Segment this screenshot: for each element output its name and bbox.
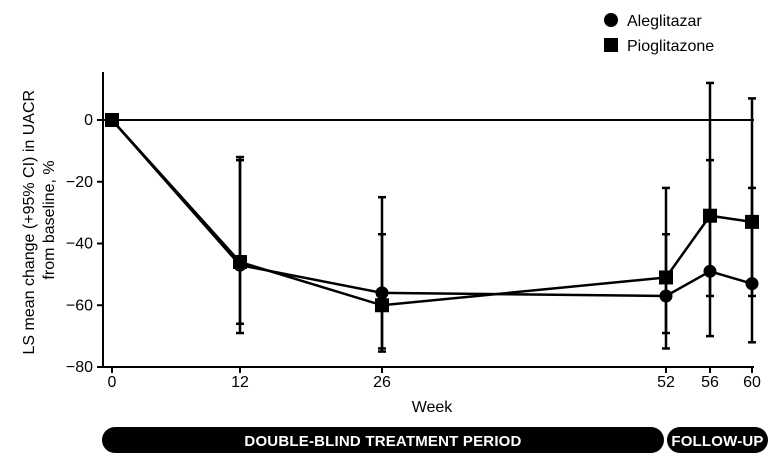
- period-bar-double-blind: [102, 427, 664, 453]
- y-tick-label: −80: [66, 359, 93, 376]
- legend-label-pioglitazone: Pioglitazone: [627, 38, 714, 55]
- legend: Aleglitazar Pioglitazone: [604, 13, 714, 55]
- series-aleglitazar: [105, 113, 759, 350]
- point-pioglitazone: [745, 214, 759, 229]
- x-tick-label: 56: [701, 374, 719, 391]
- series-pioglitazone: [105, 81, 759, 353]
- legend-label-aleglitazar: Aleglitazar: [627, 13, 702, 30]
- point-pioglitazone: [659, 270, 673, 285]
- legend-marker-pioglitazone: [604, 38, 618, 52]
- x-tick-label: 0: [108, 374, 117, 391]
- y-axis-title-line-2: from baseline, %: [41, 160, 58, 279]
- x-tick-label: 60: [743, 374, 761, 391]
- point-pioglitazone: [703, 208, 717, 223]
- y-tick-label: 0: [84, 112, 93, 129]
- point-pioglitazone: [233, 255, 247, 270]
- y-tick-label: −20: [66, 174, 93, 191]
- series-group: [105, 81, 759, 353]
- y-axis-title-line-1: LS mean change (+95% CI) in UACR: [21, 90, 38, 355]
- point-pioglitazone: [105, 113, 119, 127]
- series-line-pioglitazone: [111, 119, 753, 307]
- period-label-double-blind: DOUBLE-BLIND TREATMENT PERIOD: [244, 433, 521, 450]
- series-line-aleglitazar: [111, 119, 753, 298]
- x-axis-title: Week: [412, 399, 454, 416]
- legend-marker-aleglitazar: [604, 13, 618, 27]
- y-tick-label: −40: [66, 236, 93, 253]
- period-label-follow-up: FOLLOW-UP: [671, 433, 763, 450]
- period-bar-follow-up: [667, 427, 768, 453]
- x-tick-label: 26: [373, 374, 391, 391]
- y-axis-title: LS mean change (+95% CI) in UACR from ba…: [21, 85, 58, 354]
- y-tick-label: −60: [66, 297, 93, 314]
- point-pioglitazone: [375, 298, 389, 313]
- period-bars: DOUBLE-BLIND TREATMENT PERIOD FOLLOW-UP: [102, 427, 768, 453]
- x-tick-label: 52: [657, 374, 675, 391]
- axes: 0 −20 −40 −60 −80 0 12 26 52 56 60: [66, 72, 761, 391]
- x-tick-label: 12: [231, 374, 249, 391]
